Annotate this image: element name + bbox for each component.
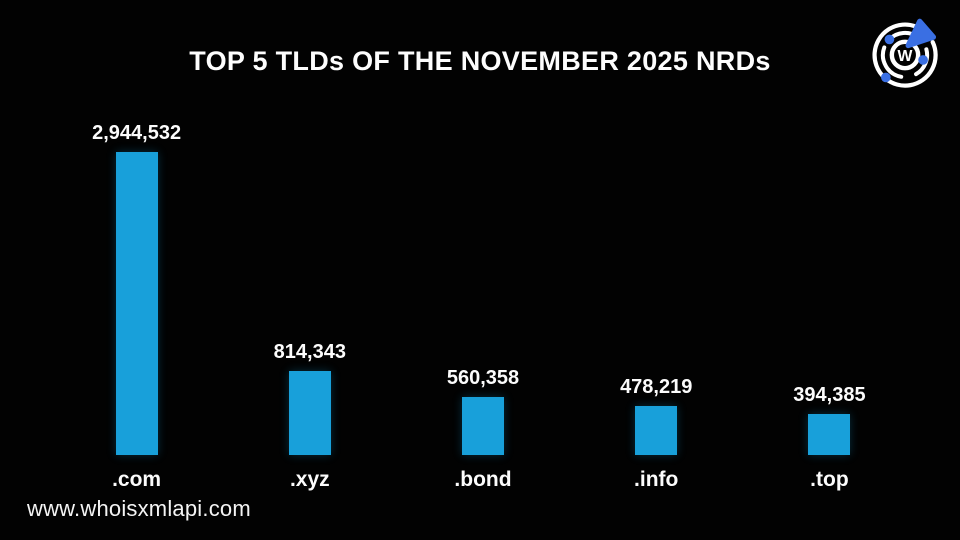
chart-column: 478,219 .info (570, 98, 743, 493)
logo-dot-bottom-left (881, 72, 891, 83)
category-label: .bond (454, 468, 512, 491)
bar-value-label: 814,343 (273, 341, 346, 363)
bar (808, 414, 851, 455)
chart-title: TOP 5 TLDs OF THE NOVEMBER 2025 NRDs (189, 46, 771, 76)
bar-value-label: 560,358 (446, 367, 520, 389)
logo-flag-icon (905, 18, 937, 49)
category-label: .info (634, 468, 679, 491)
category-label: .xyz (289, 468, 330, 491)
bar-value-label: 394,385 (793, 384, 866, 406)
bar (635, 406, 678, 455)
category-label: .com (112, 468, 162, 491)
bar-value-label: 478,219 (620, 376, 693, 398)
logo-dot-right (918, 55, 928, 65)
website-url: www.whoisxmlapi.com (27, 496, 251, 521)
chart-column: 814,343 .xyz (223, 98, 396, 493)
chart-column: 2,944,532 .com (50, 98, 223, 493)
category-label: .top (810, 468, 849, 491)
bar (288, 371, 331, 455)
logo-dot-top-left (884, 34, 895, 45)
bar-chart: 2,944,532 .com 814,343 .xyz 560,358 .bon… (50, 98, 916, 493)
chart-column: 394,385 .top (743, 98, 916, 493)
whoisxmlapi-logo-icon: W (872, 18, 938, 88)
chart-column: 560,358 .bond (396, 98, 569, 493)
bar (462, 397, 504, 455)
bar (115, 152, 158, 455)
logo-inner-circle (889, 39, 921, 71)
logo-letter: W (898, 48, 913, 65)
bar-value-label: 2,944,532 (92, 122, 182, 144)
